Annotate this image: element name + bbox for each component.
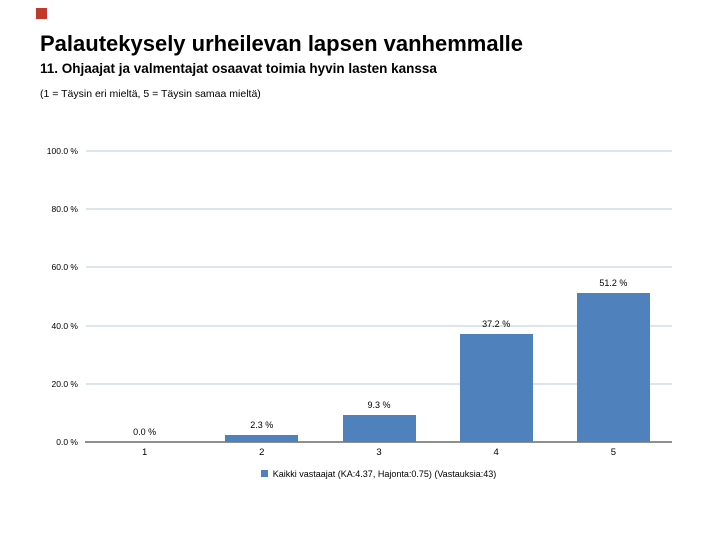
chart-bar [225, 435, 299, 442]
gridline [86, 150, 672, 152]
legend-marker-icon [260, 470, 268, 477]
page-subtitle: 11. Ohjaajat ja valmentajat osaavat toim… [40, 61, 437, 76]
y-axis-label: 60.0 % [51, 262, 78, 273]
chart-bar [576, 293, 650, 442]
x-axis-label: 5 [610, 447, 617, 458]
bar-value-label: 9.3 % [367, 400, 391, 410]
bar-value-label: 51.2 % [599, 278, 628, 288]
y-axis-label: 40.0 % [51, 320, 78, 331]
y-axis-label: 20.0 % [51, 378, 78, 389]
bar-value-label: 37.2 % [482, 319, 511, 329]
x-axis-label: 3 [376, 447, 382, 458]
chart-bar [342, 415, 416, 442]
gridline [86, 266, 672, 269]
bar-value-label: 0.0 % [133, 427, 157, 437]
gridline [86, 208, 672, 211]
chart-bar [459, 334, 533, 442]
legend-label: Kaikki vastaajat (KA:4.37, Hajonta:0.75)… [272, 469, 497, 479]
gridline [86, 382, 672, 385]
gridline [86, 324, 672, 327]
slide-accent-square-icon [36, 8, 47, 19]
x-axis-label: 2 [259, 447, 265, 458]
chart-legend: Kaikki vastaajat (KA:4.37, Hajonta:0.75)… [85, 468, 672, 480]
y-axis-label: 100.0 % [46, 146, 78, 156]
x-axis-label: 1 [141, 447, 148, 458]
y-axis-label: 80.0 % [51, 204, 78, 215]
x-axis-line [85, 441, 672, 443]
scale-note: (1 = Täysin eri mieltä, 5 = Täysin samaa… [40, 88, 261, 100]
page-title: Palautekysely urheilevan lapsen vanhemma… [40, 31, 524, 56]
y-axis-label: 0.0 % [56, 437, 78, 447]
x-axis-label: 4 [493, 447, 499, 458]
bar-value-label: 2.3 % [250, 420, 274, 430]
